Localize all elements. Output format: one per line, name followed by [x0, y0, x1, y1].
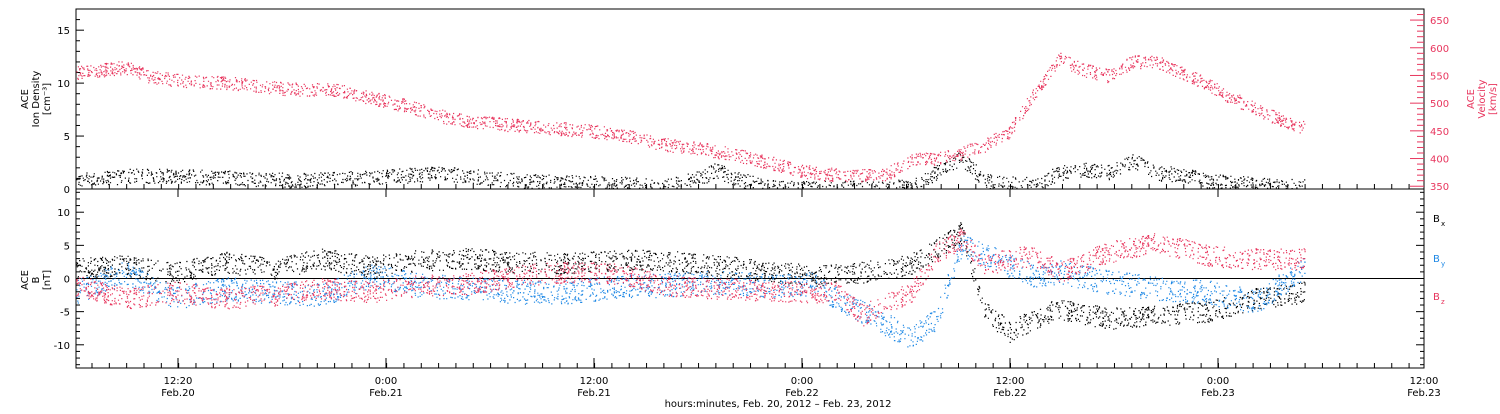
top-left-tick-label: 5	[64, 132, 70, 143]
top-right-tick-label: 350	[1430, 182, 1449, 193]
x-tick-date: Feb.23	[1201, 388, 1235, 399]
top-ylabel-line: Ion Density	[31, 71, 42, 128]
bottom-left-tick-label: 5	[64, 241, 70, 252]
top-right-tick-label: 550	[1430, 71, 1449, 82]
top-y2label-line: Velocity	[1477, 79, 1488, 118]
x-tick-time: 12:00	[580, 376, 609, 387]
top-ylabel-line: ACE	[20, 89, 31, 109]
b-by-points	[76, 235, 1306, 348]
top-right-tick-label: 600	[1430, 44, 1449, 55]
x-tick-date: Feb.23	[1407, 388, 1441, 399]
x-tick-date: Feb.21	[369, 388, 403, 399]
x-tick-time: 0:00	[791, 376, 813, 387]
b-bz-points	[76, 228, 1306, 327]
legend-sub-z: z	[1441, 298, 1445, 306]
x-tick-date: Feb.22	[993, 388, 1027, 399]
bottom-left-tick-label: -5	[60, 308, 70, 319]
bottom-ylabel-line: [nT]	[42, 270, 53, 290]
top-ylabel-line: [cm⁻³]	[42, 83, 53, 115]
x-axis-label: hours:minutes, Feb. 20, 2012 – Feb. 23, …	[665, 399, 892, 410]
density-points	[76, 152, 1306, 190]
x-tick-time: 12:00	[996, 376, 1025, 387]
bottom-left-tick-label: -10	[54, 341, 70, 352]
top-y2label-line: ACE	[1466, 89, 1477, 109]
top-left-tick-label: 0	[64, 185, 70, 196]
top-right-tick-label: 500	[1430, 99, 1449, 110]
top-y2label-line: [km/s]	[1488, 83, 1499, 115]
legend-label-x: B	[1433, 214, 1440, 225]
top-right-tick-label: 450	[1430, 127, 1449, 138]
top-left-tick-label: 10	[57, 79, 70, 90]
x-tick-date: Feb.21	[577, 388, 611, 399]
bottom-ylabel-line: ACE	[20, 270, 31, 290]
x-tick-time: 0:00	[375, 376, 397, 387]
legend-sub-x: x	[1441, 220, 1445, 228]
top-right-tick-label: 650	[1430, 16, 1449, 27]
legend-label-y: B	[1433, 254, 1440, 265]
top-left-tick-label: 15	[57, 26, 70, 37]
bottom-left-tick-label: 0	[64, 275, 70, 286]
bottom-left-tick-label: 10	[57, 208, 70, 219]
x-tick-date: Feb.20	[161, 388, 195, 399]
x-tick-time: 12:00	[1410, 376, 1439, 387]
x-tick-time: 12:20	[164, 376, 193, 387]
legend-label-z: B	[1433, 292, 1440, 303]
bottom-ylabel-line: B	[31, 276, 42, 283]
x-tick-date: Feb.22	[785, 388, 819, 399]
legend-sub-y: y	[1441, 260, 1445, 268]
top-right-tick-label: 400	[1430, 155, 1449, 166]
x-tick-time: 0:00	[1207, 376, 1229, 387]
